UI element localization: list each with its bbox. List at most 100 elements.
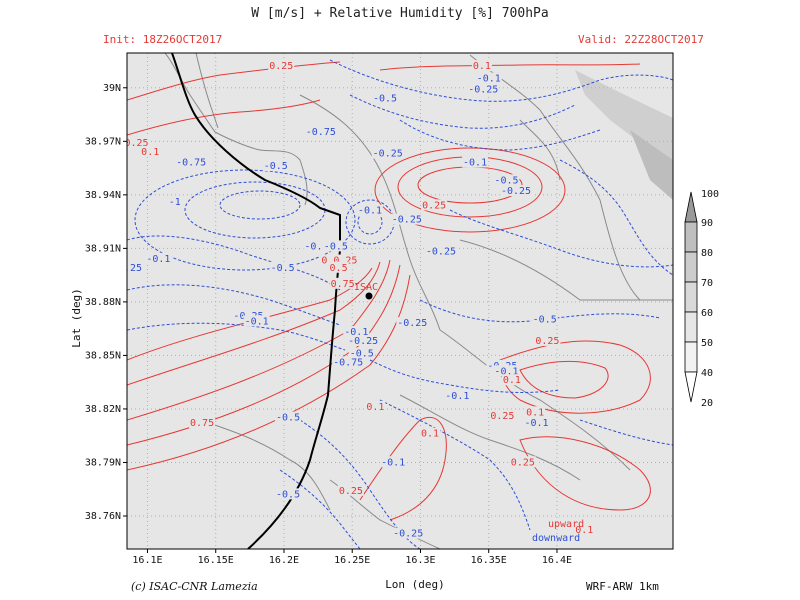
contour-label-bg — [475, 72, 502, 84]
contour-label: 0.75 — [190, 418, 214, 429]
colorbar-label: 70 — [701, 278, 713, 289]
contour-label: 0.25 — [333, 256, 357, 267]
rh-background — [127, 53, 673, 549]
contour-label: 0.25 — [422, 200, 446, 211]
contour-label-bg — [371, 92, 398, 104]
contour-label-bg — [501, 374, 522, 386]
contour-label: 0.1 — [421, 429, 439, 440]
downdraft-contour — [127, 322, 346, 351]
contour-label-bg — [500, 185, 533, 197]
downdraft-contour — [399, 119, 601, 151]
contour-label-bg — [396, 317, 429, 329]
contour-label-bg — [390, 213, 423, 225]
x-tick-label: 16.3E — [405, 555, 435, 566]
legend-downward: downward — [532, 533, 580, 544]
colorbar-triangle-bottom — [684, 371, 698, 403]
y-tick-label: 38.82N — [85, 404, 121, 415]
contour-label: -0.1 — [463, 158, 487, 169]
ridge-east — [469, 54, 641, 301]
plot-area: 0.25 0.1-0.1-0.25-0.5-0.750.250.1 -0.25-0.… — [127, 53, 673, 549]
road-northeast — [519, 119, 561, 181]
contour-label-bg — [534, 334, 561, 346]
coastline-mid — [399, 394, 581, 481]
y-tick-label: 38.85N — [85, 350, 121, 361]
colorbar-label: 90 — [701, 218, 713, 229]
colorbar: 100 90 80 70 60 50 40 20 — [684, 189, 719, 409]
y-tick-label: 38.76N — [85, 511, 121, 522]
chart-title: W [m/s] + Relative Humidity [%] 700hPa — [251, 6, 549, 21]
updraft-contour — [519, 436, 651, 511]
contour-label-bg — [493, 365, 520, 377]
contour-label-bg — [320, 254, 341, 266]
contour-label-bg — [467, 83, 500, 95]
contour-label-bg — [127, 213, 128, 225]
contour-label-bg — [421, 199, 448, 211]
contour-label-bg — [523, 417, 550, 428]
updraft-contour — [127, 274, 411, 471]
contour-label-bg — [275, 488, 302, 500]
contour-label-bg — [328, 261, 349, 273]
contour-label: -0.5 — [494, 175, 518, 186]
updraft-contour — [127, 99, 321, 136]
contour-label: 0.25 — [339, 486, 363, 497]
downdraft-contour — [379, 399, 531, 531]
contour-label: -0.25 — [304, 241, 334, 252]
x-tick-label: 16.2E — [269, 555, 299, 566]
contour-label-bg — [531, 313, 558, 325]
contour-label-bg — [262, 160, 289, 172]
colorbar-label: 60 — [701, 308, 713, 319]
contour-label: -0.75 — [333, 357, 363, 368]
road-southeast — [439, 329, 631, 471]
colorbar-segment — [684, 251, 698, 283]
contour-label: 0.1 — [321, 256, 339, 267]
coastline-gulf — [195, 53, 219, 129]
contour-label: 0.1 — [366, 402, 384, 413]
contour-label-bg — [268, 60, 295, 72]
contour-label-bg — [493, 174, 520, 186]
contour-label-bg — [329, 277, 356, 289]
contour-label-bg — [304, 126, 337, 138]
contour-label-bg — [444, 390, 471, 402]
colorbar-label: 80 — [701, 248, 713, 259]
colorbar-segment — [684, 341, 698, 373]
contour-label: -0.1 — [524, 418, 548, 429]
contour-label: 0.1 — [141, 147, 159, 158]
contour-label: 0.1 — [473, 61, 491, 72]
contour-label: 0.25 — [511, 457, 535, 468]
colorbar-label: 50 — [701, 338, 713, 349]
contour-label: -0.25 — [392, 215, 422, 226]
road-east — [459, 239, 673, 301]
y-axis: 38.76N 38.79N 38.82N 38.85N 38.88N 38.91N 38.9… — [85, 83, 127, 522]
contour-label: 0.25 — [269, 61, 293, 72]
contour-label: -0.25 — [501, 186, 531, 197]
contour-label: -0.25 — [426, 247, 456, 258]
contour-label: -0.5 — [276, 413, 300, 424]
contour-label-bg — [337, 484, 364, 496]
model-name: WRF-ARW 1km — [586, 580, 659, 593]
contour-label-bg — [269, 261, 296, 273]
downdraft-contour — [279, 469, 361, 549]
x-tick-label: 16.35E — [471, 555, 507, 566]
contour-label-bg — [365, 400, 386, 412]
contour-label: -1 — [169, 197, 181, 208]
station-label: ISAC — [354, 282, 378, 293]
contour-label: -0.5 — [276, 489, 300, 500]
contour-label: 0.1 — [575, 525, 593, 536]
contour-label-bg — [127, 136, 150, 148]
contour-label: -0.1 — [146, 254, 170, 265]
y-tick-label: 38.94N — [85, 190, 121, 201]
contour-label: -0.25 — [393, 529, 423, 540]
contour-label: -0.1 — [358, 206, 382, 217]
contour-label: -0.1 — [445, 391, 469, 402]
contour-label: 0.1 — [526, 407, 544, 418]
downdraft-contour — [219, 190, 301, 220]
river-east — [299, 94, 441, 331]
contour-label: -0.25 — [397, 318, 427, 329]
y-tick-label: 38.97N — [85, 136, 121, 147]
contour-label-bg — [332, 254, 359, 266]
contour-label: 0.75 — [331, 279, 355, 290]
contour-label-bg — [175, 156, 208, 168]
y-axis-label: Lat (deg) — [70, 288, 83, 348]
contour-label-bg — [140, 145, 161, 157]
downdraft-contour — [559, 159, 673, 276]
